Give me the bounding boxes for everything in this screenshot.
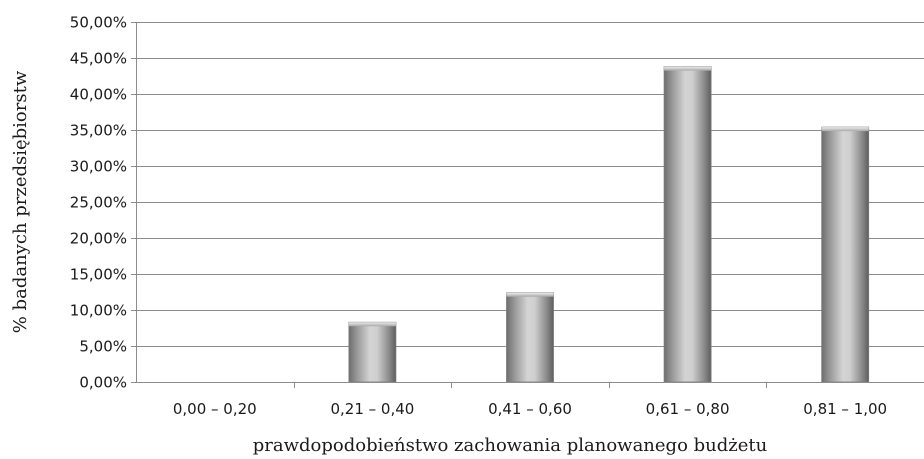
y-axis-ticks: 0,00% 5,00% 10,00% 15,00% 20,00% 25,00% 30,00%… <box>70 14 136 392</box>
bar <box>821 126 870 383</box>
y-tick-label: 10,00% <box>70 302 127 320</box>
x-tick-label: 0,21 – 0,40 <box>330 400 414 418</box>
x-axis-title: prawdopodobieństwo zachowania planowaneg… <box>253 435 767 456</box>
y-tick-label: 5,00% <box>79 338 127 356</box>
bar <box>348 321 397 383</box>
y-axis-title: % badanych przedsiębiorstw <box>10 70 31 333</box>
y-tick-label: 50,00% <box>70 14 127 32</box>
gridlines <box>136 22 924 347</box>
y-tick-label: 15,00% <box>70 266 127 284</box>
x-tick-label: 0,41 – 0,60 <box>488 400 572 418</box>
x-axis-ticks: 0,00 – 0,20 0,21 – 0,40 0,41 – 0,60 0,61 – … <box>173 382 887 418</box>
bar <box>506 292 554 383</box>
y-tick-label: 20,00% <box>70 230 127 248</box>
y-tick-label: 45,00% <box>70 50 127 68</box>
y-tick-label: 40,00% <box>70 86 127 104</box>
x-tick-label: 0,00 – 0,20 <box>173 400 257 418</box>
bars <box>348 66 870 383</box>
bar <box>663 66 712 383</box>
y-tick-label: 35,00% <box>70 122 127 140</box>
x-tick-label: 0,61 – 0,80 <box>646 400 730 418</box>
y-tick-label: 30,00% <box>70 158 127 176</box>
y-tick-label: 0,00% <box>79 374 127 392</box>
y-tick-label: 25,00% <box>70 194 127 212</box>
x-tick-label: 0,81 – 1,00 <box>803 400 887 418</box>
